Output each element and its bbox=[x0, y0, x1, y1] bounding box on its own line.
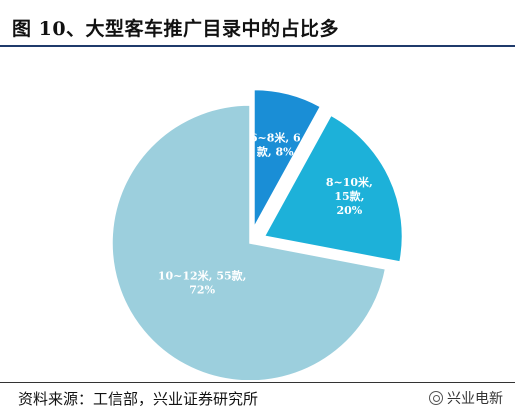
pie-slice-label-line: 15款, bbox=[334, 189, 364, 203]
pie-slice-label-line: 20% bbox=[337, 204, 363, 217]
source-note: 资料来源：工信部，兴业证券研究所 bbox=[18, 390, 259, 408]
pie-slice-label-line: 10~12米, 55款, bbox=[158, 269, 247, 283]
wechat-icon bbox=[429, 391, 443, 405]
watermark-label: 兴业电新 bbox=[447, 391, 503, 407]
pie-slice-label-2: 8~10米, 15款, 20% bbox=[326, 175, 373, 217]
pie-chart: 6~8米, 6 款, 8% 8~10米, 15款, 20% 10~12米, 55款, 72% bbox=[111, 88, 404, 380]
pie-slice-label-line: 款, 8% bbox=[257, 145, 294, 159]
pie-slice-label-line: 6~8米, 6 bbox=[250, 131, 301, 145]
figure-title: 图 10、大型客车推广目录中的占比多 bbox=[12, 18, 340, 40]
footer-divider bbox=[0, 382, 515, 383]
title-divider bbox=[0, 45, 515, 47]
watermark: 兴业电新 bbox=[429, 388, 503, 408]
pie-slice-label-line: 72% bbox=[189, 284, 215, 297]
title-bar: 图 10、大型客车推广目录中的占比多 bbox=[0, 0, 515, 47]
pie-slice-label-1: 6~8米, 6 款, 8% bbox=[250, 131, 301, 159]
pie-slice-label-line: 8~10米, bbox=[326, 175, 373, 189]
pie-slice-1 bbox=[253, 88, 322, 228]
pie-slice-label-3: 10~12米, 55款, 72% bbox=[158, 269, 247, 297]
pie-slice-3 bbox=[111, 104, 387, 380]
pie-slice-2 bbox=[263, 114, 404, 263]
